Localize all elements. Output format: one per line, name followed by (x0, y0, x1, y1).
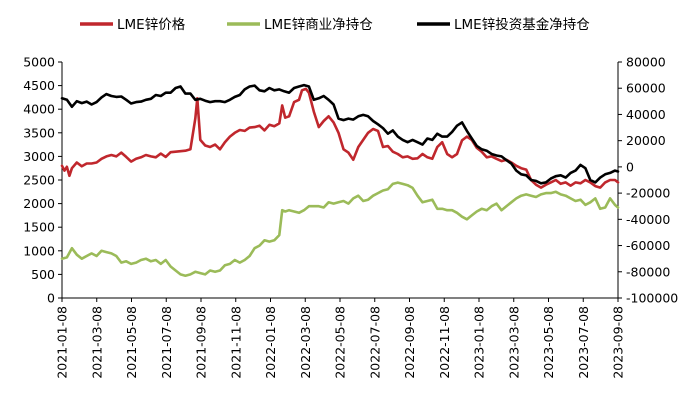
x-tick-label: 2021-09-08 (194, 306, 209, 379)
x-tick-label: 2022-09-08 (402, 306, 417, 379)
x-tick-label: 2023-07-08 (576, 306, 591, 379)
legend: LME锌价格 LME锌商业净持仓 LME锌投资基金净持仓 (80, 16, 590, 33)
x-tick-label: 2023-09-08 (611, 306, 626, 379)
y-left-tick-label: 5000 (23, 55, 55, 70)
y-left-tick-label: 3000 (23, 149, 55, 164)
x-tick-label: 2022-11-08 (437, 306, 452, 379)
y-right-tick-label: 60000 (626, 81, 666, 96)
x-tick-label: 2021-03-08 (89, 306, 104, 379)
series-group (62, 85, 618, 276)
x-tick-label: 2021-01-08 (55, 306, 70, 379)
y-right-tick-label: 80000 (626, 55, 666, 70)
legend-commercial: LME锌商业净持仓 (227, 17, 373, 33)
y-left-tick-label: 2000 (23, 196, 55, 211)
y-left-tick-label: 2500 (23, 173, 55, 188)
y-left-tick-label: 4500 (23, 78, 55, 93)
y-right-tick-label: -20000 (626, 186, 670, 201)
y-right-tick-label: -40000 (626, 212, 670, 227)
axes: 0 500 1000 1500 2000 2500 3000 3500 4000 4500 5000… (23, 55, 678, 379)
x-tick-label: 2023-01-08 (472, 306, 487, 379)
x-tick-label: 2022-01-08 (263, 306, 278, 379)
y-left-tick-label: 0 (47, 291, 55, 306)
x-tick-label: 2022-07-08 (367, 306, 382, 379)
commercial-net-position-line (62, 183, 618, 276)
x-tick-label: 2022-03-08 (298, 306, 313, 379)
x-tick-label: 2021-05-08 (124, 306, 139, 379)
x-tick-label: 2021-07-08 (159, 306, 174, 379)
y-left-tick-label: 3500 (23, 125, 55, 140)
y-left-tick-label: 500 (31, 267, 55, 282)
legend-label: LME锌价格 (117, 17, 186, 33)
y-left-tick-label: 1000 (23, 243, 55, 258)
y-right-tick-label: 20000 (626, 133, 666, 148)
legend-label: LME锌商业净持仓 (264, 17, 373, 33)
y-right-tick-label: -60000 (626, 238, 670, 253)
x-tick-label: 2021-11-08 (228, 306, 243, 379)
y-left-tick-label: 1500 (23, 220, 55, 235)
y-right-tick-label: 40000 (626, 107, 666, 122)
y-right-tick-label: -80000 (626, 264, 670, 279)
legend-fund: LME锌投资基金净持仓 (417, 16, 590, 33)
y-left-tick-label: 4000 (23, 102, 55, 117)
y-right-tick-label: -100000 (626, 291, 678, 306)
x-tick-label: 2023-03-08 (506, 306, 521, 379)
x-tick-label: 2022-05-08 (333, 306, 348, 379)
legend-price: LME锌价格 (80, 17, 186, 33)
y-right-tick-label: 0 (626, 159, 634, 174)
price-line (62, 89, 618, 188)
x-tick-label: 2023-05-08 (541, 306, 556, 379)
legend-label: LME锌投资基金净持仓 (454, 16, 590, 33)
zinc-chart: LME锌价格 LME锌商业净持仓 LME锌投资基金净持仓 0 500 1000 1500 2… (0, 0, 700, 400)
